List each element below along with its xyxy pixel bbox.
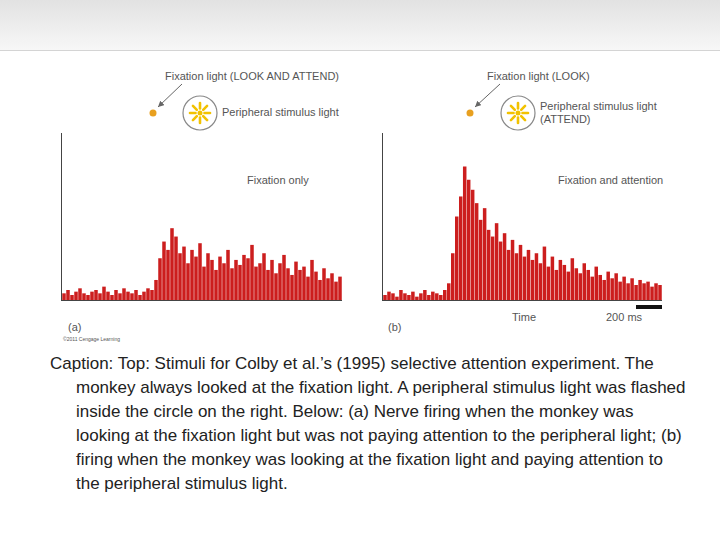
svg-text:Fixation only: Fixation only bbox=[247, 174, 309, 186]
html-text:©2011 Cengage Learning: ©2011 Cengage Learning bbox=[63, 336, 120, 342]
html-text:Fixation light (LOOK): Fixation light (LOOK) bbox=[487, 70, 590, 82]
html-text:(ATTEND): (ATTEND) bbox=[540, 113, 591, 125]
html-text:Peripheral stimulus light: Peripheral stimulus light bbox=[222, 106, 339, 118]
html-text:(a): (a) bbox=[68, 321, 82, 333]
html-text:(b): (b) bbox=[388, 321, 402, 333]
html-text:Peripheral stimulus light: Peripheral stimulus light bbox=[540, 100, 657, 112]
html-text:Time: Time bbox=[512, 311, 536, 323]
html-text:Fixation light (LOOK AND ATTEN: Fixation light (LOOK AND ATTEND) bbox=[165, 70, 339, 82]
svg-text:Fixation and attention: Fixation and attention bbox=[558, 174, 663, 186]
html-text:Caption: Top: Stimuli for Colb: Caption: Top: Stimuli for Colby et al.’s… bbox=[50, 354, 686, 493]
html-text:200 ms: 200 ms bbox=[606, 311, 643, 323]
